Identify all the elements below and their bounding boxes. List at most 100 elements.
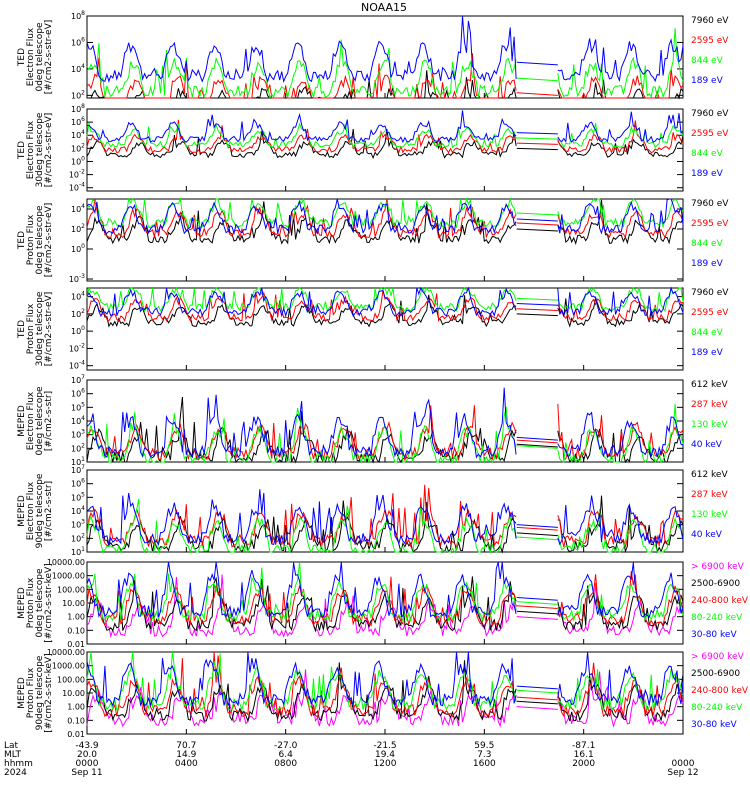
legend-entry: 2595 eV [691,219,729,229]
gap-connector [516,532,558,537]
y-tick-label: 105 [71,401,85,412]
y-tick-label: 10-2 [69,169,85,180]
y-tick-label: 10.00 [62,599,85,608]
series-line [86,294,684,328]
y-axis-label: TEDElectron Flux30deg telescope[#/cm2-s-… [17,112,54,187]
legend-entry: 844 eV [691,149,724,159]
y-tick-label: 0.10 [67,716,85,725]
chart-title: NOAA15 [361,1,407,14]
footer-tick-label: -43.9 [75,741,99,751]
y-tick-label: 10-4 [69,182,85,193]
panel-8: 0.01 0.10 1.00 10.00 100.00 1000.00 10000.00ME… [17,648,749,739]
series-line [86,651,684,712]
y-tick-label: 104 [71,203,85,214]
y-tick-label: 0.01 [67,730,85,739]
series-line [86,28,684,100]
footer-tick-label: 6.4 [279,750,294,760]
legend-entry: 40 keV [691,530,723,540]
legend-entry: 2595 eV [691,308,729,318]
y-tick-label: 10.00 [62,689,85,698]
footer-row-label: MLT [4,750,22,760]
y-tick-label: 106 [71,36,85,47]
legend-entry: 30-80 keV [691,630,737,640]
y-tick-label: 104 [71,129,85,140]
y-tick-label: 100 [71,325,85,336]
y-tick-label: 108 [71,103,85,114]
gap-connector [516,439,558,444]
y-tick-label: 102 [71,223,85,234]
legend-entry: 80-240 keV [691,703,743,713]
series-line [86,110,684,144]
y-tick-label: 106 [71,388,85,399]
series-line [86,119,684,154]
y-tick-label: 108 [71,10,85,21]
y-tick-label: 106 [71,478,85,489]
footer-tick-label: 0400 [175,759,198,769]
legend-entry: 287 keV [691,400,728,410]
footer-row-label: 2024 [4,768,27,778]
y-axis-label: MEPEDProton Flux90deg telescope[#/cm2-s-… [17,653,54,732]
series-line [86,15,684,84]
footer-tick-label: 1600 [473,759,496,769]
series-line [86,651,684,718]
y-axis-label: MEPEDElectron Flux0deg telescope[#/cm2-s… [17,386,54,456]
series-line [86,129,684,160]
y-tick-label: 10000.00 [47,648,85,657]
gap-connector [516,308,558,311]
y-axis-label: TEDProton Flux30deg telescope[#/cm2-s-st… [17,291,54,366]
gap-connector [516,696,558,701]
y-tick-label: 100 [71,243,85,254]
gap-connector [516,706,558,710]
y-tick-label: 101 [71,456,85,467]
gap-connector [516,77,558,82]
y-axis-label: MEPEDProton Flux0deg telescope[#/cm2-s-s… [17,563,54,642]
series-line [86,286,684,318]
y-tick-label: 106 [71,116,85,127]
y-tick-label: 102 [71,532,85,543]
panel-7: 0.01 0.10 1.00 10.00 100.00 1000.00 10000.00ME… [17,558,749,649]
footer-tick-label: 70.7 [176,741,196,751]
y-tick-label: 107 [71,464,85,475]
series-line [86,561,684,620]
footer-tick-label: -21.5 [373,741,396,751]
legend-entry: 7960 eV [691,16,729,26]
y-tick-label: 103 [71,429,85,440]
series-line [86,489,684,547]
series-line [86,651,684,708]
gap-connector [516,218,558,222]
panel-4: 10-4 10-2 100 102 104 TEDProton Flux30deg tel… [17,286,729,371]
legend-entry: 189 eV [691,259,724,269]
footer-tick-label: 1200 [374,759,397,769]
y-tick-label: 1.00 [67,703,85,712]
y-tick-label: 102 [71,89,85,100]
y-tick-label: 103 [71,519,85,530]
gap-connector [516,147,558,151]
footer-tick-label: -87.1 [572,741,595,751]
y-tick-label: 102 [71,142,85,153]
y-tick-label: 10-2 [69,342,85,353]
y-tick-label: 104 [71,291,85,302]
legend-entry: 844 eV [691,239,724,249]
y-tick-label: 1000.00 [52,572,85,581]
y-axis-label: MEPEDElectron Flux90deg telescope[#/cm2-… [17,473,54,548]
y-tick-label: 107 [71,374,85,385]
legend-entry: 30-80 keV [691,720,737,730]
footer-tick-label: 0000 [76,759,99,769]
footer-row-label: hhmm [4,759,33,769]
legend-entry: 2500-6900 [691,669,740,679]
gap-connector [516,689,558,694]
y-tick-label: 105 [71,491,85,502]
series-line [86,289,684,323]
gap-connector [516,524,558,528]
series-line [86,53,684,100]
plot-frame [86,561,684,645]
panel-6: 101 102 103 104 105 106 107 MEPEDElectron Flux9… [17,464,728,557]
legend-entry: 2500-6900 [691,579,740,589]
legend-entry: 7960 eV [691,199,729,209]
footer-tick-label: Sep 12 [667,768,698,778]
panel-5: 101 102 103 104 105 106 107 MEPEDElectron Flux0… [17,374,728,467]
plot-frame [86,379,684,463]
y-tick-label: 0.01 [67,640,85,649]
y-tick-label: 102 [71,442,85,453]
